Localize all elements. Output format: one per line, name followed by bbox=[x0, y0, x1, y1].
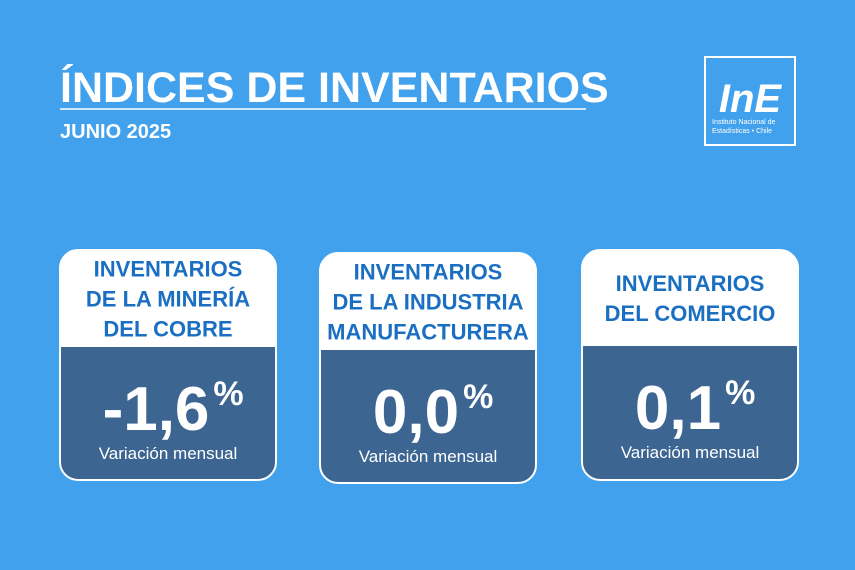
cards: INVENTARIOS DE LA MINERÍA DEL COBRE -1,6 % Va… bbox=[59, 249, 799, 484]
logo-mark: InE bbox=[719, 77, 783, 121]
card-title: DE LA INDUSTRIA bbox=[332, 290, 523, 315]
card-value: -1,6 bbox=[103, 375, 210, 444]
card-unit: % bbox=[213, 375, 243, 413]
card-value: 0,1 bbox=[635, 374, 721, 443]
title: ÍNDICES DE INVENTARIOS bbox=[60, 64, 609, 112]
card-label: Variación mensual bbox=[359, 447, 498, 466]
card-title: INVENTARIOS bbox=[616, 271, 765, 296]
card-title: INVENTARIOS bbox=[354, 260, 503, 285]
card-border bbox=[59, 249, 277, 481]
card-label: Variación mensual bbox=[99, 444, 238, 463]
card-title: DEL COBRE bbox=[103, 317, 232, 342]
card-border bbox=[581, 249, 799, 481]
card: INVENTARIOS DE LA INDUSTRIA MANUFACTURERA 0… bbox=[319, 252, 537, 484]
card-title: INVENTARIOS bbox=[94, 257, 243, 282]
card-title: MANUFACTURERA bbox=[327, 320, 529, 345]
card-value: 0,0 bbox=[373, 378, 459, 447]
card-bottom bbox=[582, 346, 798, 480]
card-title: DEL COMERCIO bbox=[605, 301, 776, 326]
subtitle: JUNIO 2025 bbox=[60, 121, 171, 143]
card-unit: % bbox=[725, 374, 755, 412]
logo-text: Instituto Nacional de bbox=[712, 119, 776, 126]
card-bottom bbox=[320, 350, 536, 483]
card: INVENTARIOS DEL COMERCIO 0,1 % Variación men… bbox=[581, 249, 799, 481]
card-label: Variación mensual bbox=[621, 443, 760, 462]
logo-frame bbox=[704, 56, 796, 146]
card-title: DE LA MINERÍA bbox=[86, 287, 250, 312]
card-unit: % bbox=[463, 378, 493, 416]
card: INVENTARIOS DE LA MINERÍA DEL COBRE -1,6 % Va… bbox=[59, 249, 277, 481]
card-bottom bbox=[60, 347, 276, 480]
logo-text: Estadísticas • Chile bbox=[712, 128, 772, 135]
card-border bbox=[319, 252, 537, 484]
